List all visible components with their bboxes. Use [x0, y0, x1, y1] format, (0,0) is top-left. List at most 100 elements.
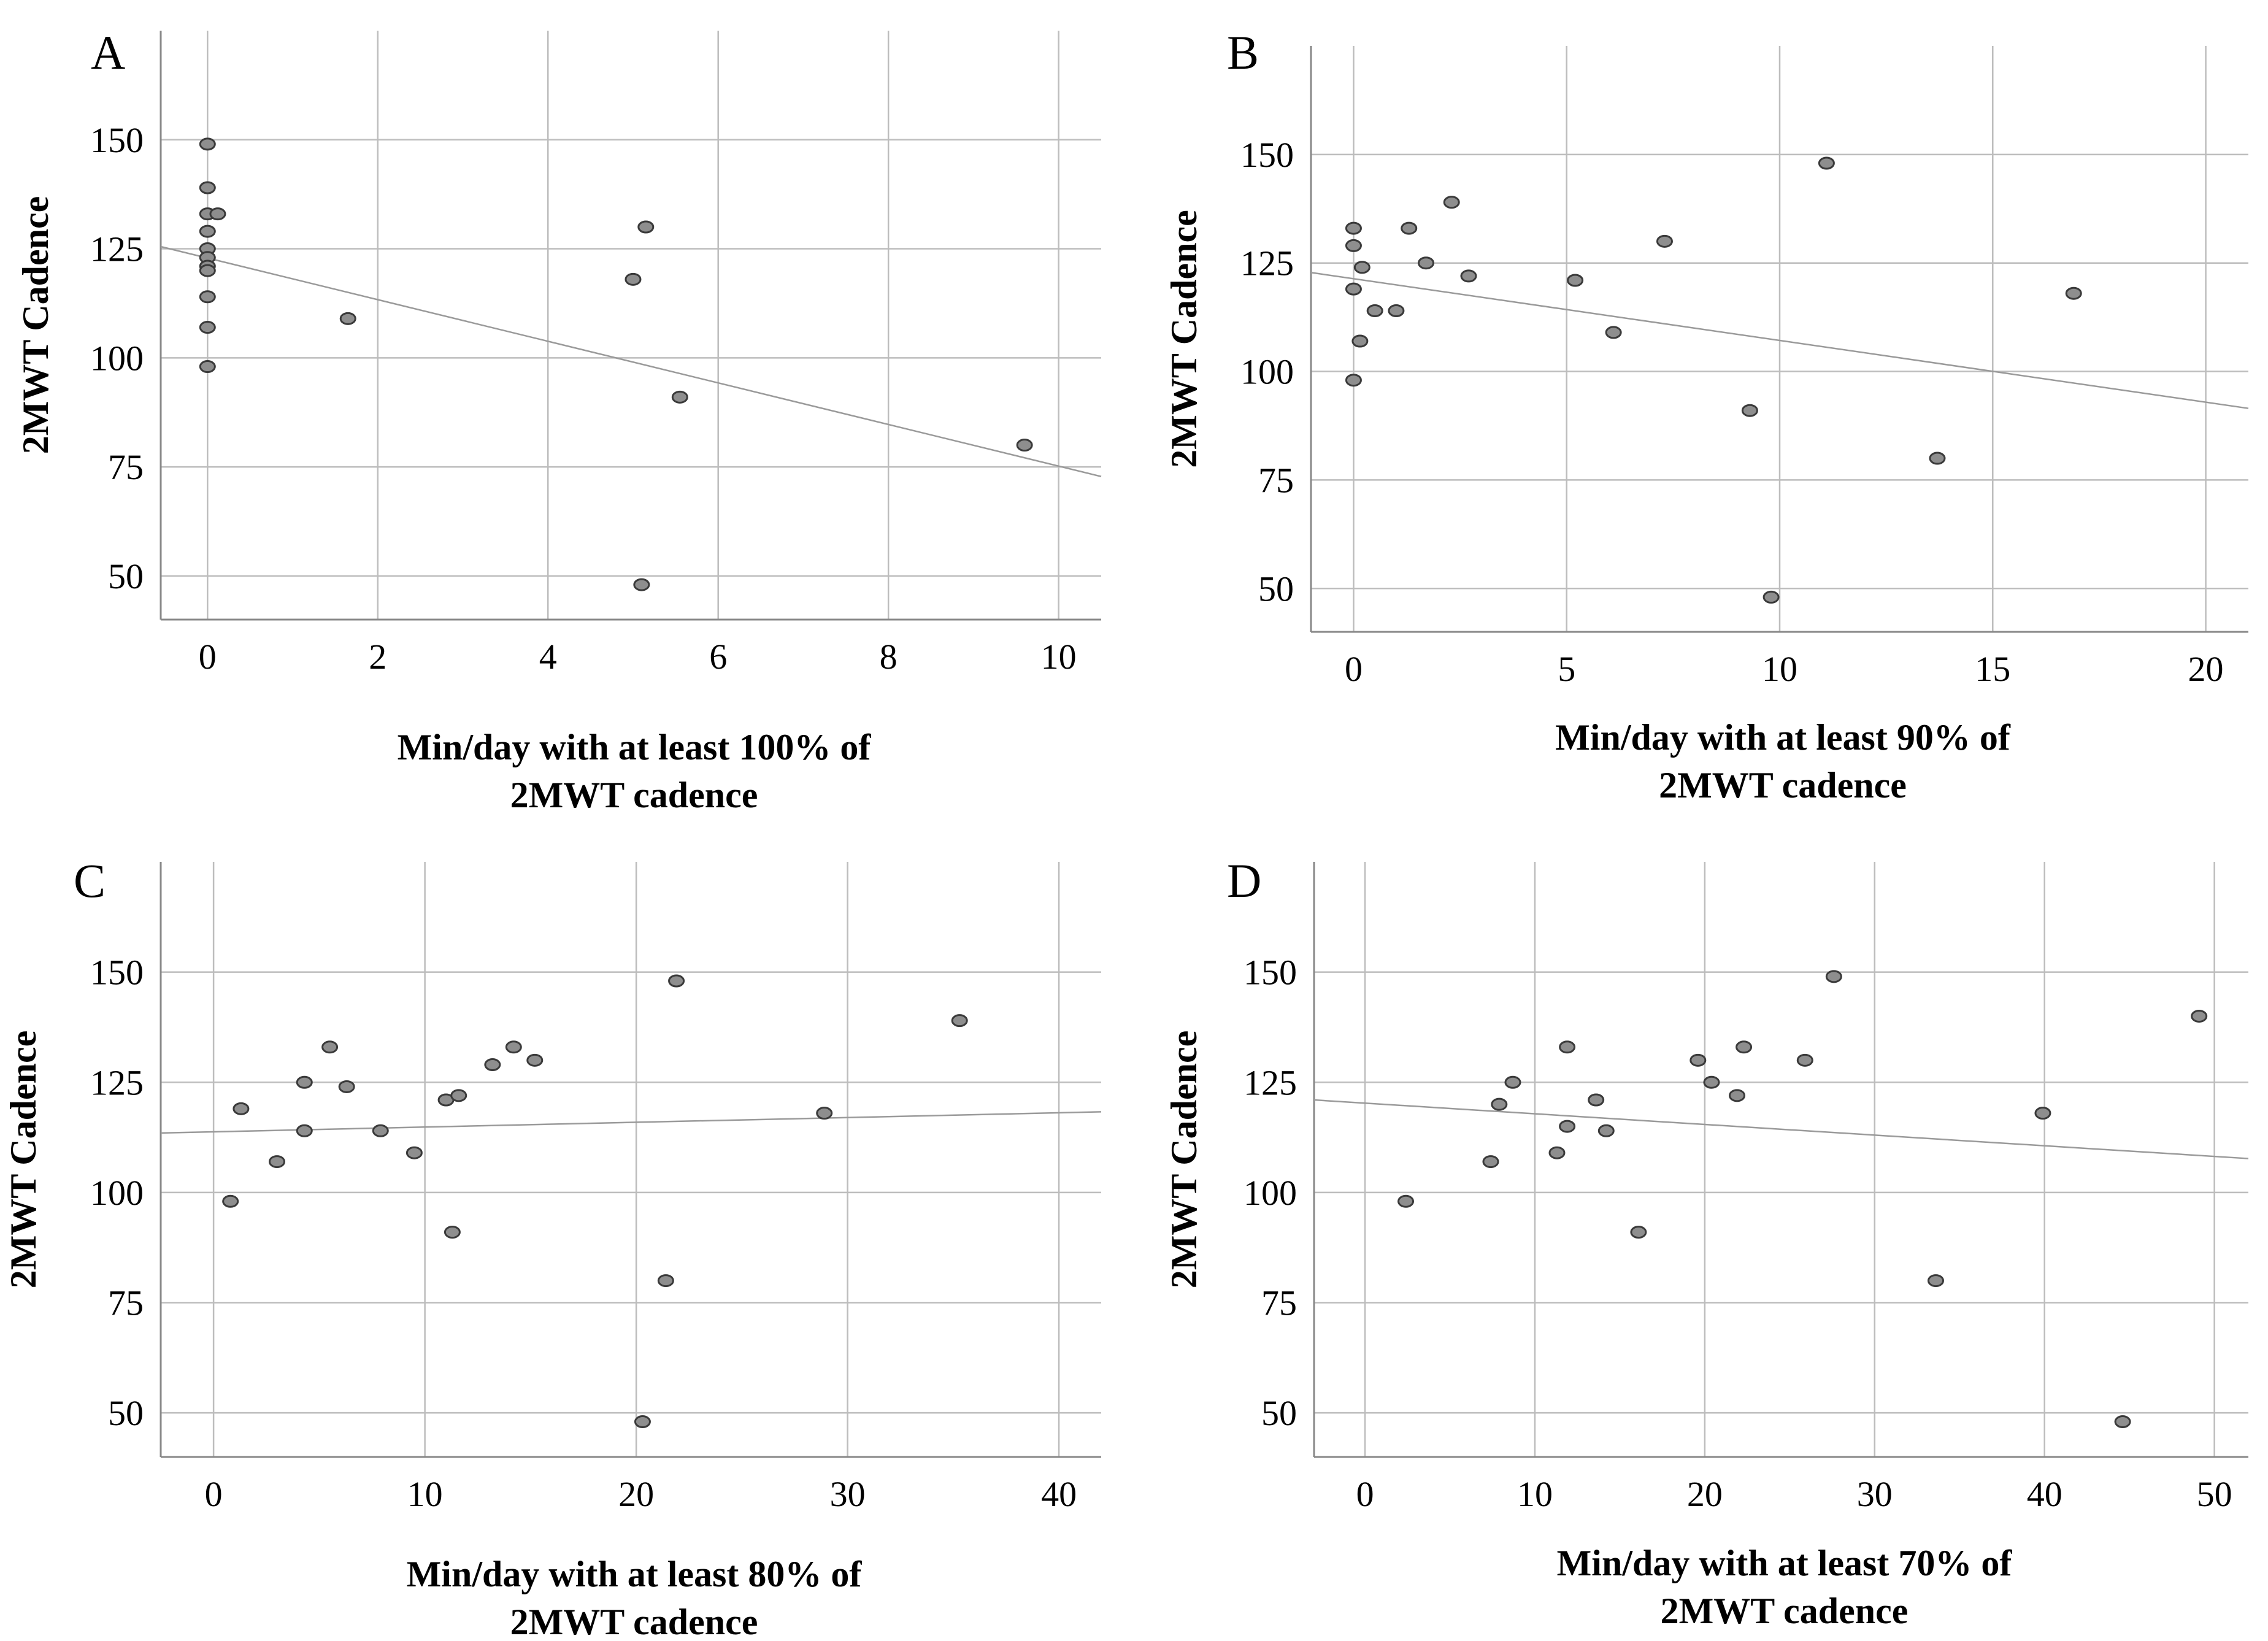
x-axis-title-line: Min/day with at least 70% of	[1557, 1543, 2013, 1583]
data-point	[1656, 234, 1673, 248]
y-tick-label: 125	[1240, 244, 1294, 283]
data-point	[2114, 1415, 2131, 1429]
data-point	[1927, 1274, 1944, 1288]
panel-label: D	[1227, 854, 1261, 907]
data-point	[1460, 269, 1477, 283]
x-tick-label: 10	[1762, 649, 1797, 689]
data-point	[222, 1194, 239, 1208]
data-point	[1796, 1053, 1813, 1067]
y-tick-label: 125	[90, 1063, 144, 1102]
x-axis-title-line: Min/day with at least 100% of	[398, 727, 872, 767]
y-tick-label: 100	[90, 338, 144, 378]
data-point	[2191, 1009, 2208, 1023]
data-point	[2034, 1107, 2051, 1120]
panel-label: C	[74, 854, 106, 907]
x-tick-label: 50	[2197, 1474, 2232, 1514]
data-point	[1559, 1120, 1576, 1133]
data-point	[1345, 282, 1362, 296]
data-point	[1548, 1146, 1566, 1159]
y-tick-label: 150	[1240, 135, 1294, 175]
data-point	[1351, 334, 1369, 348]
data-point	[1630, 1226, 1647, 1239]
x-tick-label: 10	[407, 1474, 443, 1514]
data-point	[671, 390, 688, 404]
data-point	[338, 1080, 355, 1093]
x-tick-label: 20	[618, 1474, 654, 1514]
regression-line	[160, 1111, 1102, 1134]
data-point	[199, 360, 216, 374]
data-point	[372, 1124, 389, 1137]
y-tick-label: 150	[90, 953, 144, 993]
data-point	[199, 181, 216, 194]
data-point	[1345, 221, 1362, 235]
y-tick-label: 150	[90, 120, 144, 160]
regression-line	[160, 245, 1102, 477]
data-point	[444, 1226, 461, 1239]
y-tick-label: 50	[1261, 1393, 1297, 1433]
data-point	[296, 1075, 313, 1089]
scatter-panel-b: 0 5 10 15 20 50 75 100 125 150 B 2MWT Cadence Min/da…	[1164, 26, 2249, 805]
data-point	[406, 1146, 423, 1159]
y-axis-title: 2MWT Cadence	[15, 196, 56, 455]
data-point	[268, 1155, 285, 1169]
x-axis-title-line: Min/day with at least 90% of	[1555, 717, 2011, 758]
data-point	[1559, 1040, 1576, 1054]
y-axis-title: 2MWT Cadence	[1164, 1031, 1204, 1289]
data-point	[1388, 304, 1405, 318]
data-point	[1504, 1075, 1521, 1089]
data-point	[1741, 404, 1758, 417]
data-point	[1597, 1124, 1615, 1137]
y-tick-label: 50	[108, 556, 144, 596]
data-point	[816, 1107, 833, 1120]
data-point	[321, 1040, 339, 1054]
data-point	[951, 1014, 968, 1028]
x-axis-title-line: 2MWT cadence	[1661, 1591, 1909, 1631]
regression-line	[1313, 1099, 2249, 1159]
data-point	[199, 290, 216, 304]
scatter-panel-a: 0 2 4 6 8 10 50 75 100 125 150 A 2MWT Cadence Min/day…	[15, 26, 1102, 815]
data-point	[1397, 1194, 1415, 1208]
data-point	[1736, 1040, 1753, 1054]
data-point	[668, 974, 685, 988]
y-axis-title: 2MWT Cadence	[1164, 210, 1204, 468]
x-tick-label: 0	[1356, 1474, 1374, 1514]
data-point	[1825, 970, 1842, 983]
x-tick-label: 4	[539, 637, 557, 677]
data-point	[199, 225, 216, 238]
y-tick-label: 125	[1244, 1063, 1297, 1102]
data-point	[339, 312, 356, 325]
x-tick-label: 0	[205, 1474, 223, 1514]
x-tick-label: 30	[1857, 1474, 1893, 1514]
y-axis-title: 2MWT Cadence	[3, 1031, 44, 1289]
x-tick-label: 5	[1558, 649, 1575, 689]
data-point	[1491, 1097, 1508, 1111]
x-tick-label: 20	[1687, 1474, 1723, 1514]
y-tick-label: 75	[1258, 460, 1294, 500]
y-tick-label: 75	[108, 1283, 144, 1323]
data-point	[1401, 221, 1418, 235]
scatter-panel-c: 0 10 20 30 40 50 75 100 125 150 C 2MWT Cadence Min/d…	[3, 854, 1102, 1641]
x-tick-label: 0	[199, 637, 217, 677]
regression-line	[1310, 272, 2249, 409]
y-tick-label: 100	[1240, 352, 1294, 392]
y-tick-label: 50	[108, 1393, 144, 1433]
x-tick-label: 40	[2027, 1474, 2062, 1514]
data-point	[209, 207, 226, 221]
data-point	[657, 1274, 674, 1288]
data-point	[484, 1058, 501, 1072]
data-point	[450, 1089, 467, 1102]
data-point	[633, 578, 650, 591]
y-tick-label: 150	[1244, 953, 1297, 993]
x-tick-label: 10	[1517, 1474, 1553, 1514]
x-axis-title-line: Min/day with at least 80% of	[407, 1554, 863, 1594]
y-tick-label: 100	[90, 1173, 144, 1213]
data-point	[199, 321, 216, 334]
x-tick-label: 10	[1041, 637, 1077, 677]
y-tick-label: 50	[1258, 569, 1294, 609]
data-point	[637, 220, 655, 234]
data-point	[1366, 304, 1383, 318]
y-tick-label: 125	[90, 229, 144, 269]
data-point	[634, 1415, 651, 1429]
data-point	[1345, 374, 1362, 387]
